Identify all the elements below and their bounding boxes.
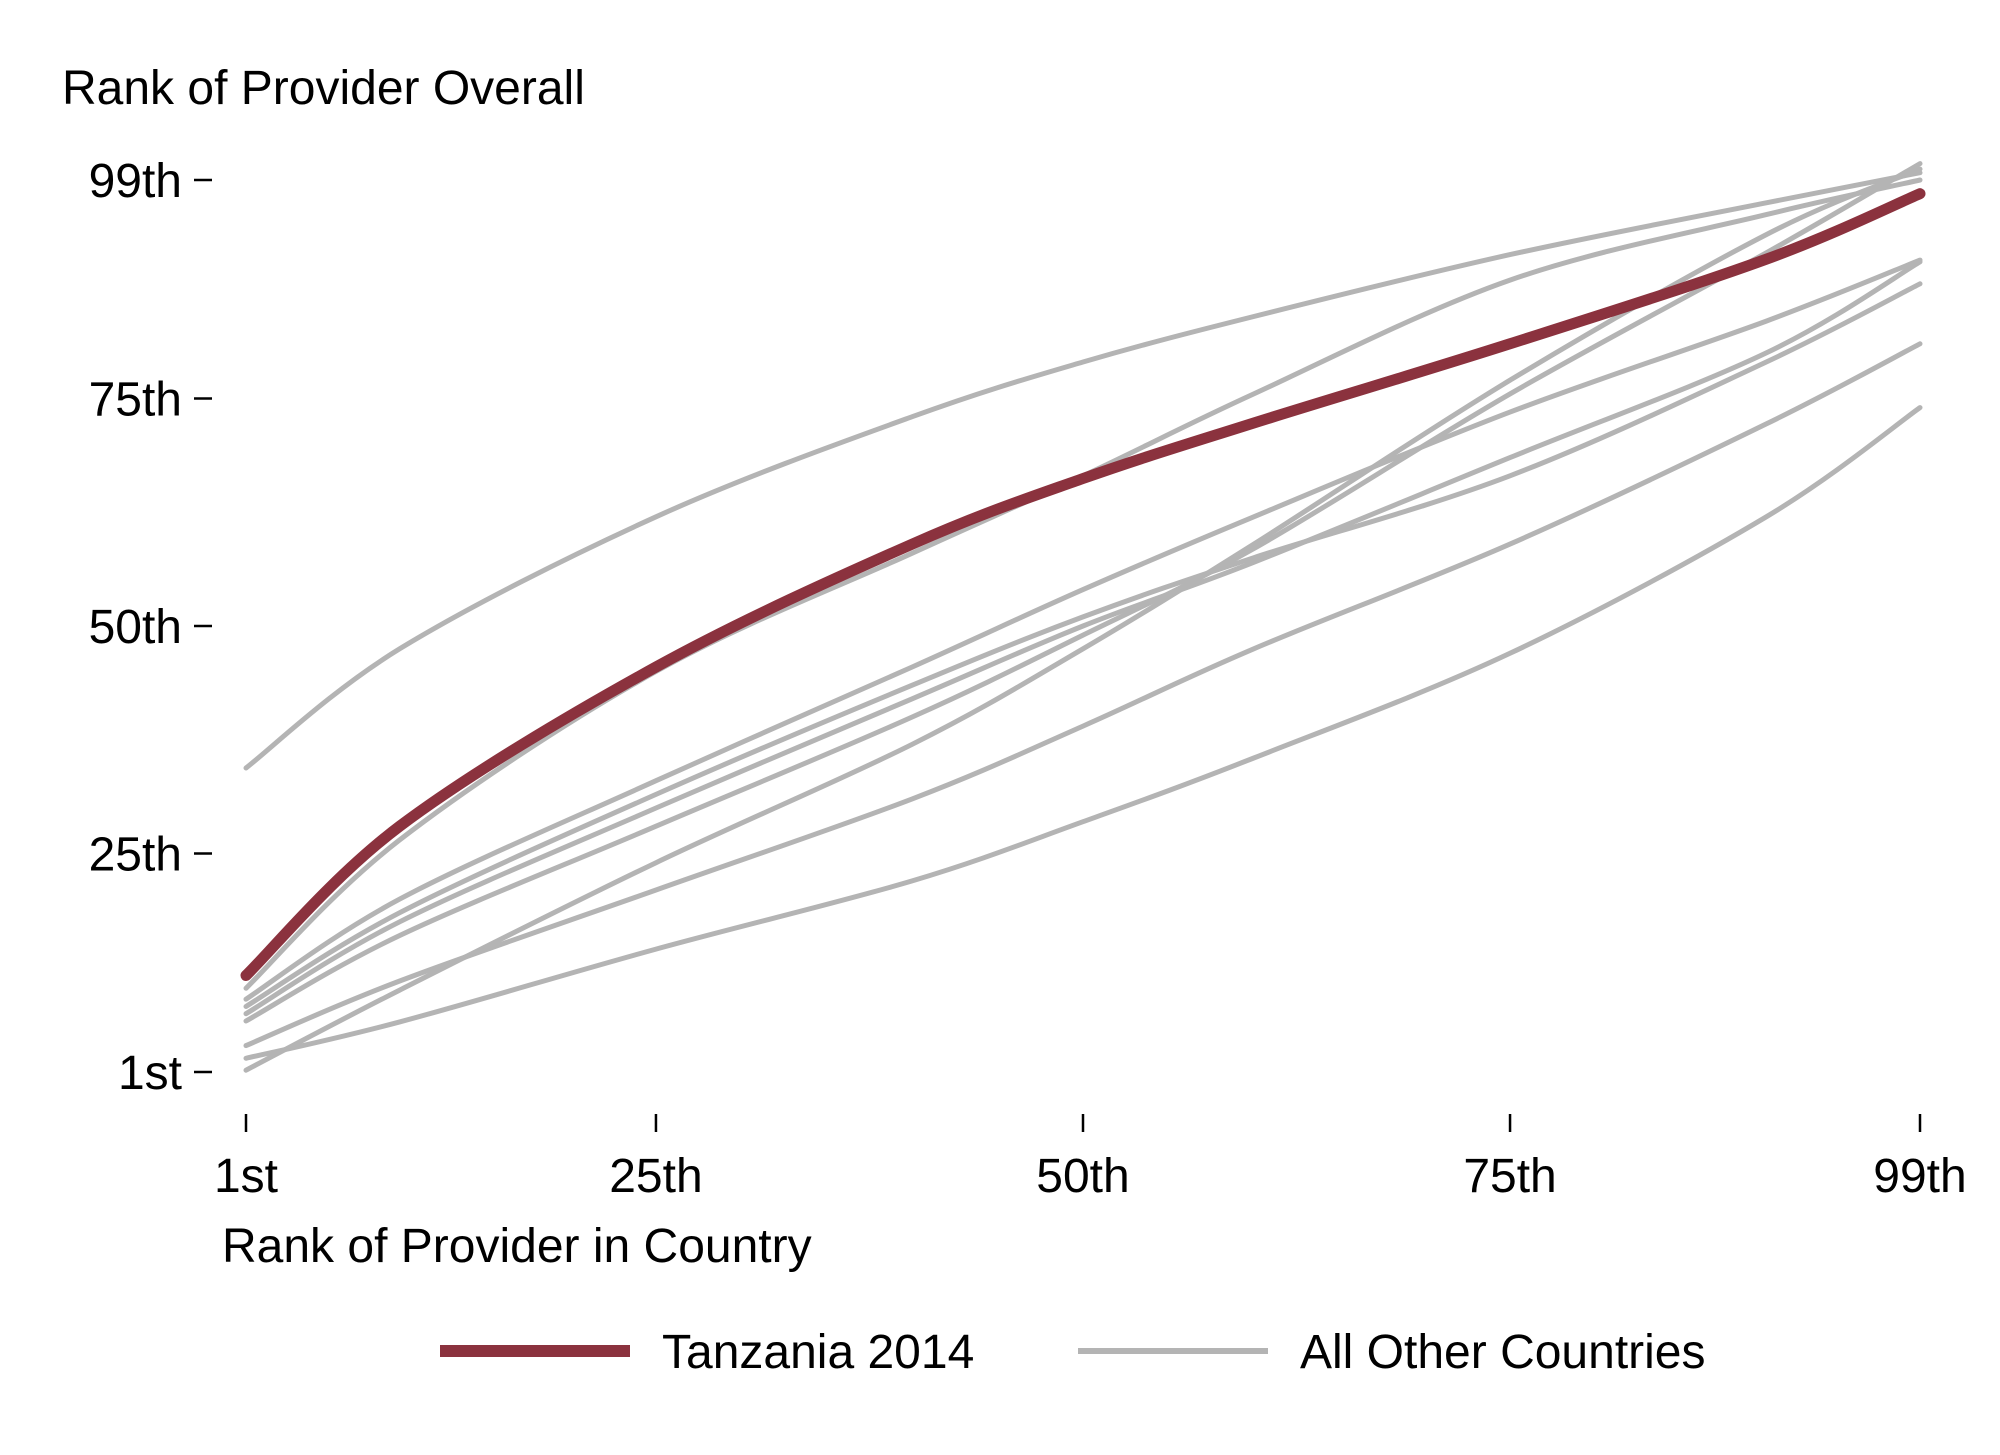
other-country-line: [243, 257, 1923, 1002]
other-country-line: [243, 259, 1923, 1017]
y-axis-title: Rank of Provider Overall: [62, 62, 585, 115]
y-tick-label: 75th: [89, 373, 182, 426]
x-tick-label: 99th: [1873, 1150, 1966, 1203]
x-axis: 1st 25th 50th 75th 99th: [214, 1114, 1967, 1203]
y-tick-label: 1st: [118, 1047, 182, 1100]
x-axis-title: Rank of Provider in Country: [222, 1220, 812, 1273]
y-tick-label: 50th: [89, 601, 182, 654]
y-tick-label: 25th: [89, 829, 182, 882]
x-tick-label: 50th: [1036, 1150, 1129, 1203]
other-country-line: [243, 161, 1923, 1024]
tanzania-line-group: [240, 188, 1926, 981]
legend-label-tanzania: Tanzania 2014: [662, 1326, 974, 1379]
x-tick-label: 25th: [609, 1150, 702, 1203]
legend-label-other: All Other Countries: [1300, 1326, 1706, 1379]
other-country-line: [243, 405, 1923, 1061]
y-axis: 1st 25th 50th 75th 99th: [89, 155, 212, 1100]
x-tick-label: 1st: [214, 1150, 278, 1203]
other-country-line: [243, 281, 1923, 1009]
other-country-line: [243, 170, 1923, 771]
tanzania-2014-line: [240, 188, 1926, 981]
x-tick-label: 75th: [1463, 1150, 1556, 1203]
other-country-line: [243, 341, 1923, 1049]
legend: Tanzania 2014 All Other Countries: [440, 1326, 1706, 1379]
other-countries-lines: [243, 161, 1923, 1073]
y-tick-label: 99th: [89, 155, 182, 208]
